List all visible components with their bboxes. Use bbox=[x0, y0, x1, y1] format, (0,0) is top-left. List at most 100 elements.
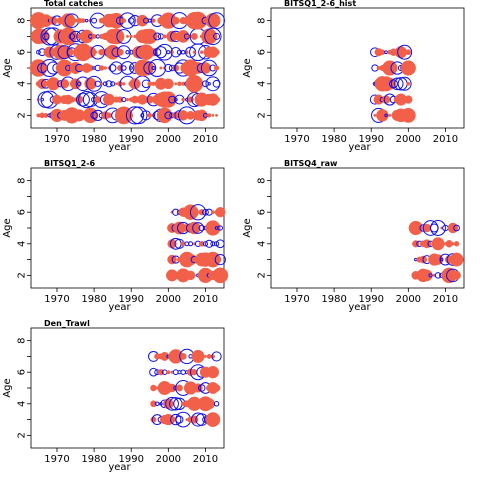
bubble-positive bbox=[451, 242, 455, 246]
bubble-positive bbox=[201, 28, 218, 45]
bubble-positive bbox=[452, 271, 461, 280]
bubble-positive bbox=[400, 107, 416, 123]
bubble-positive bbox=[181, 97, 185, 102]
bubble-positive bbox=[129, 34, 133, 39]
bubble-positive bbox=[382, 60, 398, 76]
bubble-positive bbox=[379, 49, 386, 56]
bubble-negative bbox=[213, 32, 221, 40]
bubble-positive bbox=[400, 60, 416, 76]
y-tick-label: 6 bbox=[17, 209, 28, 215]
panel-title: Den_Trawl bbox=[44, 319, 90, 328]
x-tick-label: 1980 bbox=[81, 454, 106, 465]
x-tick-label: 2010 bbox=[193, 454, 218, 465]
panel-title: Total catches bbox=[44, 0, 103, 8]
bubble-positive bbox=[147, 112, 153, 118]
bubble-positive bbox=[212, 384, 221, 392]
bubble-layer bbox=[408, 220, 464, 284]
y-axis-title: Age bbox=[2, 378, 13, 397]
bubble-positive bbox=[198, 240, 205, 247]
bubble-negative bbox=[180, 49, 186, 55]
x-axis-title: year bbox=[108, 142, 131, 153]
bubble-negative bbox=[428, 273, 433, 278]
y-tick-label: 8 bbox=[17, 177, 28, 183]
bubble-positive bbox=[214, 417, 220, 423]
x-tick-label: 1970 bbox=[44, 134, 69, 145]
bubble-negative bbox=[149, 367, 158, 377]
y-tick-label: 4 bbox=[17, 401, 28, 407]
x-tick-label: 2010 bbox=[433, 134, 458, 145]
bubble-negative bbox=[37, 91, 55, 108]
bubble-positive bbox=[388, 113, 392, 117]
bubble-negative bbox=[76, 92, 90, 107]
bubble-positive bbox=[406, 81, 411, 86]
bubble-negative bbox=[143, 61, 157, 75]
bubble-positive bbox=[122, 82, 126, 86]
y-tick-label: 6 bbox=[257, 49, 268, 55]
bubble-positive bbox=[168, 415, 176, 424]
bubble-positive bbox=[98, 65, 105, 71]
x-tick-label: 1980 bbox=[321, 134, 346, 145]
bubble-negative bbox=[164, 63, 173, 73]
x-tick-label: 1970 bbox=[284, 294, 309, 305]
bubble-negative bbox=[116, 45, 131, 60]
bubble-positive bbox=[212, 267, 229, 284]
bubble-positive bbox=[118, 34, 122, 38]
bubble-positive bbox=[116, 96, 124, 103]
x-tick-label: 1990 bbox=[118, 294, 143, 305]
bubble-positive bbox=[211, 113, 215, 117]
y-axis-title: Age bbox=[242, 218, 253, 237]
bubble-positive bbox=[195, 109, 208, 122]
x-tick-label: 2010 bbox=[193, 294, 218, 305]
bubble-negative bbox=[434, 272, 442, 279]
x-tick-label: 2000 bbox=[156, 294, 181, 305]
bubble-negative bbox=[202, 208, 209, 216]
panel-5: Den_Trawl 1970 1980 1990 2000 2010 2 4 6 8 year Age bbox=[2, 319, 225, 473]
bubble-positive bbox=[150, 400, 157, 408]
bubble-positive bbox=[421, 269, 433, 282]
bubble-negative bbox=[390, 77, 404, 91]
x-tick-label: 1990 bbox=[358, 294, 383, 305]
bubble-negative bbox=[165, 396, 179, 411]
bubble-layer bbox=[369, 44, 416, 123]
y-tick-label: 2 bbox=[257, 112, 268, 118]
bubble-negative bbox=[172, 208, 180, 216]
x-tick-label: 1980 bbox=[81, 134, 106, 145]
bubble-negative bbox=[213, 401, 220, 407]
bubble-positive bbox=[206, 353, 212, 359]
bubble-positive bbox=[190, 32, 198, 40]
bubble-negative bbox=[173, 97, 178, 102]
y-tick-label: 8 bbox=[17, 337, 28, 343]
bubble-positive bbox=[213, 49, 220, 56]
bubble-positive bbox=[160, 351, 170, 361]
x-tick-label: 1980 bbox=[321, 294, 346, 305]
bubble-negative bbox=[147, 18, 152, 23]
bubble-negative bbox=[205, 239, 214, 248]
bubble-positive bbox=[373, 113, 377, 117]
x-tick-label: 2000 bbox=[396, 294, 421, 305]
bubble-positive bbox=[212, 255, 222, 265]
bubble-positive bbox=[188, 221, 201, 235]
y-tick-label: 8 bbox=[257, 17, 268, 23]
x-axis-title: year bbox=[348, 302, 371, 313]
bubble-negative bbox=[384, 113, 388, 118]
bubble-negative bbox=[207, 82, 211, 86]
bubble-negative bbox=[91, 17, 98, 24]
y-tick-label: 4 bbox=[257, 241, 268, 247]
bubble-positive bbox=[105, 112, 112, 119]
bubble-negative bbox=[453, 224, 460, 232]
bubble-positive bbox=[199, 50, 204, 55]
x-tick-label: 2000 bbox=[156, 134, 181, 145]
bubble-positive bbox=[394, 46, 407, 59]
bubble-negative bbox=[153, 32, 162, 41]
y-tick-label: 8 bbox=[257, 177, 268, 183]
bubble-positive bbox=[36, 78, 48, 89]
panel-3: BITSQ1_2-6 1970 1980 1990 2000 2010 2 4 6 8 year Ag… bbox=[2, 159, 229, 313]
bubble-positive bbox=[174, 82, 178, 86]
panel-4: BITSQ4_raw 1970 1980 1990 2000 2010 2 4 6 8 year Ag… bbox=[242, 159, 465, 313]
panel-1: Total catches 1970 1980 1990 2000 2010 2 4 6 8 yea… bbox=[2, 0, 225, 153]
bubble-positive bbox=[196, 82, 200, 86]
bubble-positive bbox=[439, 241, 445, 247]
bubble-negative bbox=[166, 50, 171, 55]
bubble-positive bbox=[80, 18, 86, 24]
bubble-negative bbox=[215, 239, 225, 249]
